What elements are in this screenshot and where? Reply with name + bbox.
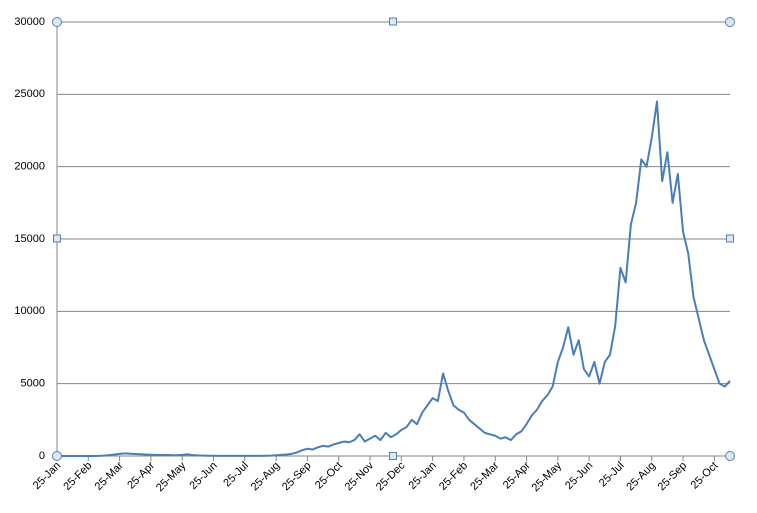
handle: [52, 17, 62, 27]
x-tick-label: 25-Mar: [93, 459, 126, 492]
x-tick-label: 25-Feb: [61, 460, 94, 493]
data-line: [57, 100, 731, 457]
x-tick-label: 25-May: [530, 459, 565, 494]
x-tick-label: 25-Dec: [374, 459, 408, 493]
x-tick-label: 25-Mar: [468, 459, 501, 492]
handle: [725, 17, 735, 27]
y-tick-label: 10000: [14, 305, 45, 317]
x-tick-label: 25-Sep: [656, 460, 690, 494]
y-tick-label: 0: [39, 450, 45, 462]
x-tick-label: 25-Jan: [31, 460, 63, 492]
x-tick-label: 25-Oct: [313, 460, 345, 492]
x-tick-label: 25-Oct: [689, 460, 721, 492]
y-tick-label: 15000: [14, 233, 45, 245]
x-tick-label: 25-Apr: [125, 459, 157, 491]
x-tick-label: 25-Jul: [221, 460, 251, 490]
x-tick-label: 25-Jan: [407, 460, 439, 492]
x-tick-label: 25-Aug: [624, 460, 658, 494]
y-tick-label: 25000: [14, 88, 45, 100]
handle: [389, 17, 397, 26]
x-tick-label: 25-Jun: [563, 460, 595, 492]
handle: [725, 451, 735, 461]
handle: [53, 234, 61, 243]
x-tick-label: 25-Nov: [343, 459, 377, 493]
x-tick-label: 25-May: [154, 459, 189, 494]
handle: [726, 234, 734, 243]
y-tick-label: 20000: [14, 161, 45, 173]
x-tick-label: 25-Feb: [437, 460, 470, 493]
x-tick-label: 25-Jul: [597, 460, 627, 490]
handle: [389, 452, 397, 460]
x-tick-label: 25-Aug: [249, 460, 283, 494]
y-tick-label: 30000: [14, 16, 45, 28]
x-tick-label: 25-Apr: [501, 459, 533, 491]
x-tick-label: 25-Jun: [187, 460, 219, 492]
handle: [52, 451, 62, 461]
x-tick-label: 25-Sep: [280, 460, 314, 494]
y-tick-label: 5000: [21, 378, 45, 390]
selection-handles: [52, 17, 735, 461]
